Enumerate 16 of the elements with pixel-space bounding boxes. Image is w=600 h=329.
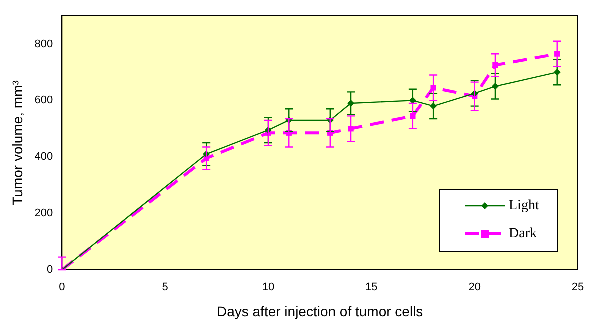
y-tick-label: 600 bbox=[34, 94, 54, 107]
y-tick-label: 400 bbox=[34, 151, 54, 164]
x-axis-title: Days after injection of tumor cells bbox=[216, 303, 424, 320]
x-tick-label: 0 bbox=[59, 282, 66, 294]
legend-label: Dark bbox=[509, 226, 537, 242]
x-tick-label: 25 bbox=[572, 282, 584, 294]
y-tick-label: 0 bbox=[47, 264, 54, 276]
x-tick-label: 5 bbox=[162, 282, 168, 294]
legend-label: Light bbox=[509, 198, 540, 214]
y-tick-label: 200 bbox=[34, 208, 54, 220]
y-tick-label: 800 bbox=[34, 38, 54, 50]
x-tick-label: 15 bbox=[366, 282, 378, 294]
y-axis-title: Tumor volume, mm³ bbox=[9, 80, 26, 206]
point bbox=[430, 85, 436, 91]
x-tick-label: 20 bbox=[468, 282, 481, 294]
x-tick-label: 10 bbox=[262, 282, 275, 294]
